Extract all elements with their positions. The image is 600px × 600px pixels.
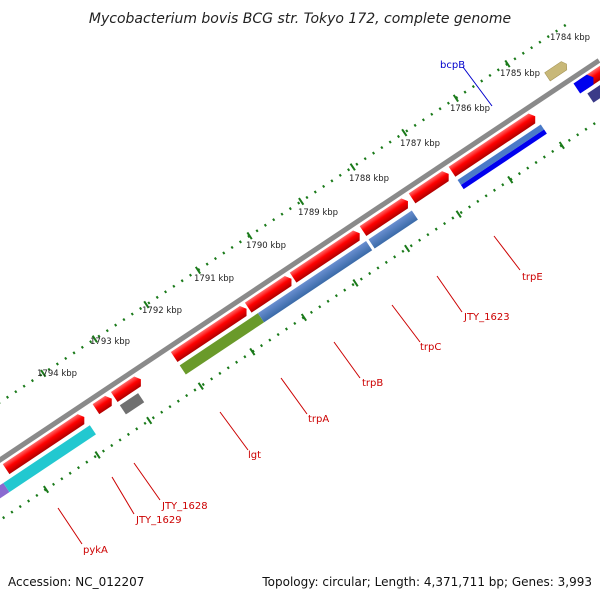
- leader-JTY_1623: [436, 275, 463, 313]
- scale-major-ticks: [40, 59, 511, 378]
- scale-label: 1792 kbp: [142, 306, 182, 316]
- feature-purple: [0, 482, 10, 504]
- feature-pykA: [3, 425, 96, 493]
- leader-JTY_1629: [111, 476, 135, 515]
- scale-label: 1785 kbp: [500, 69, 540, 79]
- gene-trpC: [359, 198, 408, 237]
- gene-label-trpA: trpA: [308, 414, 329, 425]
- scale-label: 1786 kbp: [450, 104, 490, 114]
- map-title: Mycobacterium bovis BCG str. Tokyo 172, …: [89, 11, 511, 27]
- leader-trpA: [280, 377, 308, 415]
- gene-label-trpC: trpC: [420, 342, 441, 353]
- inner-ring-dots: [2, 101, 600, 520]
- gene-labels: bcpB trpE JTY_1623 trpC trpB trpA lgt JT…: [83, 60, 543, 556]
- gene-pykA: [2, 414, 85, 475]
- forward-gene-track: [2, 53, 600, 475]
- gene-trpA: [244, 276, 292, 313]
- feature-trpA-trpB: [257, 241, 373, 323]
- leader-lgt: [219, 411, 249, 451]
- gene-JTY_1629: [92, 395, 112, 415]
- leader-lines: [57, 66, 521, 545]
- accession-text: Accession: NC_012207: [8, 575, 144, 589]
- gene-label-JTY_1628: JTY_1628: [161, 501, 208, 512]
- gene-label-JTY_1629: JTY_1629: [135, 515, 182, 526]
- leader-trpB: [333, 341, 361, 379]
- feature-trpE-bottom: [460, 129, 547, 190]
- gene-trpE: [448, 113, 536, 177]
- feature-JTY_1628: [119, 393, 145, 415]
- scale-label: 1789 kbp: [298, 208, 338, 218]
- gene-label-JTY_1623: JTY_1623: [463, 312, 510, 323]
- gene-bcpB: [544, 61, 568, 82]
- gene-bcpB-neighbor: [573, 74, 594, 94]
- scale-ring-dots: [0, 19, 574, 438]
- leader-pykA: [57, 507, 83, 545]
- scale-label: 1787 kbp: [400, 139, 440, 149]
- gene-lgt: [170, 305, 247, 363]
- leader-trpC: [391, 304, 421, 343]
- leader-bcpB: [462, 66, 493, 107]
- gene-JTY_1623: [408, 171, 449, 204]
- leader-trpE: [493, 235, 521, 271]
- scale-label: 1784 kbp: [550, 33, 590, 43]
- leader-JTY_1628: [133, 462, 161, 501]
- feature-offscreen-right: [587, 66, 600, 103]
- scale-labels: 1784 kbp 1785 kbp 1786 kbp 1787 kbp 1788…: [37, 33, 590, 379]
- gene-label-pykA: pykA: [83, 545, 108, 556]
- feature-trpC: [368, 210, 418, 249]
- gene-trpB: [289, 230, 360, 283]
- gene-label-bcpB: bcpB: [440, 60, 465, 71]
- gene-label-lgt: lgt: [248, 450, 261, 461]
- gene-label-trpE: trpE: [522, 272, 543, 283]
- feature-trpE-top: [457, 124, 545, 186]
- scale-label: 1788 kbp: [349, 174, 389, 184]
- feature-track: [0, 66, 600, 504]
- genome-backbone: [0, 58, 600, 479]
- gene-JTY_1628: [110, 376, 141, 402]
- scale-label: 1793 kbp: [90, 337, 130, 347]
- gene-label-trpB: trpB: [362, 378, 383, 389]
- scale-label: 1794 kbp: [37, 369, 77, 379]
- scale-label: 1790 kbp: [246, 241, 286, 251]
- inner-ring-ticks: [42, 141, 565, 494]
- scale-label: 1791 kbp: [194, 274, 234, 284]
- track-frame: [0, 19, 600, 520]
- summary-text: Topology: circular; Length: 4,371,711 bp…: [261, 575, 592, 589]
- feature-lgt: [179, 313, 265, 375]
